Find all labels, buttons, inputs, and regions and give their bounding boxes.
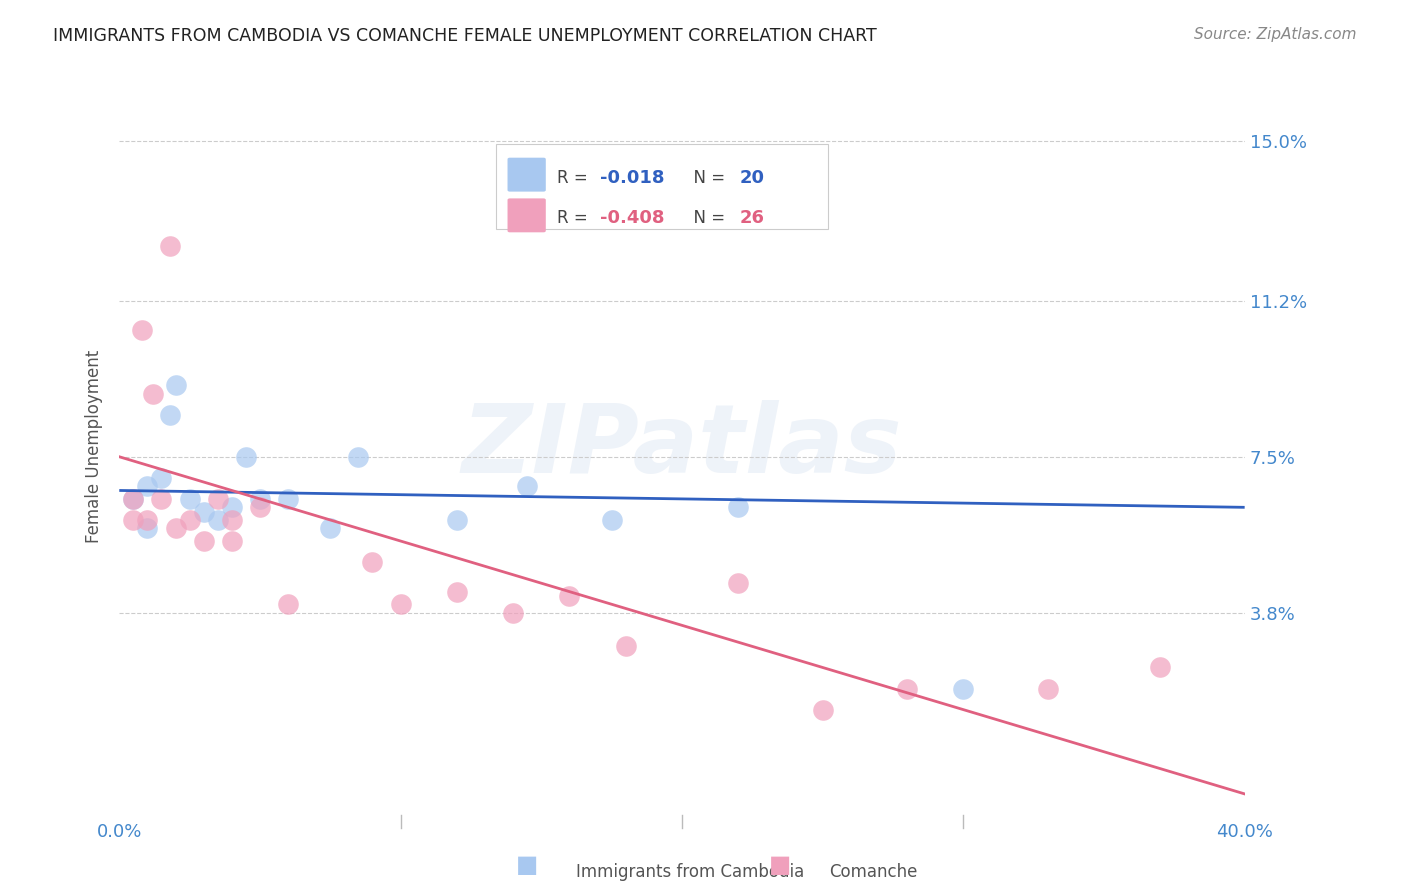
Point: [136, 513, 159, 527]
Text: -0.408: -0.408: [600, 210, 664, 227]
Point: [221, 534, 243, 549]
Text: R =: R =: [557, 210, 593, 227]
Point: [122, 491, 145, 506]
Y-axis label: Female Unemployment: Female Unemployment: [86, 350, 103, 543]
Text: Source: ZipAtlas.com: Source: ZipAtlas.com: [1194, 27, 1357, 42]
Point: [165, 521, 187, 535]
Point: [150, 491, 173, 506]
Point: [193, 504, 215, 518]
Point: [249, 500, 271, 515]
Text: ZIPatlas: ZIPatlas: [461, 400, 903, 492]
Point: [150, 471, 173, 485]
Point: [122, 513, 145, 527]
Point: [193, 534, 215, 549]
Point: [207, 513, 229, 527]
Point: [516, 479, 538, 493]
Point: [319, 521, 342, 535]
Point: [600, 513, 623, 527]
Text: IMMIGRANTS FROM CAMBODIA VS COMANCHE FEMALE UNEMPLOYMENT CORRELATION CHART: IMMIGRANTS FROM CAMBODIA VS COMANCHE FEM…: [53, 27, 877, 45]
Point: [249, 491, 271, 506]
Point: [1149, 660, 1171, 674]
Point: [277, 597, 299, 611]
Point: [727, 500, 749, 515]
Point: [131, 323, 153, 337]
Point: [1036, 681, 1059, 696]
Point: [179, 513, 201, 527]
Text: Immigrants from Cambodia: Immigrants from Cambodia: [576, 863, 804, 881]
Point: [446, 584, 468, 599]
Point: [165, 378, 187, 392]
FancyBboxPatch shape: [508, 198, 546, 232]
Point: [389, 597, 412, 611]
Point: [446, 513, 468, 527]
Text: 26: 26: [740, 210, 765, 227]
Text: R =: R =: [557, 169, 593, 186]
Text: 20: 20: [740, 169, 765, 186]
Point: [361, 555, 384, 569]
Point: [179, 491, 201, 506]
Point: [159, 408, 181, 422]
Text: -0.018: -0.018: [600, 169, 664, 186]
Point: [221, 500, 243, 515]
FancyBboxPatch shape: [508, 158, 546, 192]
Point: [811, 703, 834, 717]
Point: [159, 239, 181, 253]
Point: [277, 491, 299, 506]
Point: [727, 576, 749, 591]
Text: ■: ■: [769, 854, 792, 878]
Point: [896, 681, 918, 696]
Text: N =: N =: [683, 169, 731, 186]
Point: [122, 491, 145, 506]
Point: [347, 450, 370, 464]
Point: [235, 450, 257, 464]
Text: ■: ■: [516, 854, 538, 878]
Point: [221, 513, 243, 527]
Point: [142, 386, 165, 401]
Point: [614, 640, 637, 654]
Point: [136, 479, 159, 493]
Point: [952, 681, 974, 696]
Point: [558, 589, 581, 603]
Text: Comanche: Comanche: [830, 863, 918, 881]
FancyBboxPatch shape: [496, 144, 828, 228]
Point: [502, 606, 524, 620]
Point: [136, 521, 159, 535]
Text: N =: N =: [683, 210, 731, 227]
Point: [207, 491, 229, 506]
